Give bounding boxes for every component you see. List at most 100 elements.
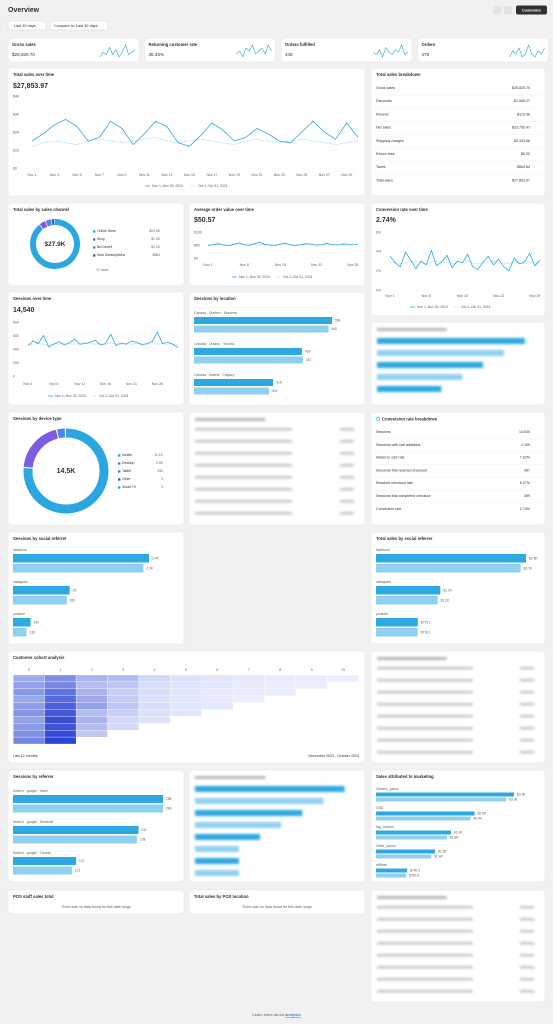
legend-label: BeCurved [97, 245, 112, 249]
x-tick-label: Nov 6 [49, 382, 58, 386]
legend-label: Oct 2–Oct 31, 2024 [198, 184, 228, 188]
x-tick-label: Nov 8 [422, 294, 431, 298]
bar [376, 628, 418, 637]
placeholder [377, 703, 473, 706]
x-tick-label: Nov 27 [319, 173, 330, 177]
x-tick-label: Nov 29 [341, 173, 352, 177]
bar-group-label: instagram [13, 580, 28, 584]
heatmap-cell [13, 688, 45, 696]
x-tick-label: Nov 22 [493, 294, 504, 298]
heatmap-cell [232, 681, 265, 689]
placeholder [377, 978, 473, 981]
donut-slice [23, 429, 59, 468]
legend-value: 492 [157, 469, 163, 473]
heatmap-cell [107, 695, 140, 703]
bar-value-label: $779.1 [421, 620, 431, 624]
bar [376, 797, 507, 802]
customize-button[interactable] [516, 5, 547, 15]
placeholder [377, 328, 447, 331]
x-tick-label: Nov 1 [385, 294, 394, 298]
x-tick-label: Nov 1 [203, 263, 212, 267]
card [7, 889, 185, 915]
line-series [207, 242, 359, 247]
bar-group-label: affiliate [376, 863, 387, 867]
placeholder [195, 440, 292, 443]
bar [13, 804, 163, 813]
bar-value-label: 288 [166, 807, 172, 811]
more-link[interactable]: +2 more [96, 268, 109, 272]
placeholder [520, 667, 534, 670]
y-tick-label: $3K [13, 112, 20, 116]
heatmap-cell [44, 688, 77, 696]
footer-link[interactable]: analytics [285, 1012, 301, 1017]
column-label: 6 [216, 668, 218, 672]
y-tick-label: 400 [13, 347, 19, 351]
card-value: 2.74% [376, 217, 397, 224]
kpi-card [7, 37, 140, 63]
legend-value: 2.9K [156, 461, 164, 465]
bar-group-label: youtube [13, 612, 25, 616]
heatmap-cell [75, 674, 108, 683]
heatmap-cell [201, 681, 234, 689]
placeholder [377, 918, 473, 921]
placeholder [195, 798, 324, 804]
row-label: Reached checkout rate [376, 481, 413, 485]
legend-swatch [93, 238, 96, 241]
legend-label: Nov 1–Nov 30, 2024 [417, 305, 448, 309]
heatmap-cell [13, 674, 45, 683]
y-tick-label: 200 [13, 361, 19, 365]
row-label: Gross sales [376, 86, 395, 90]
heatmap-cell [138, 709, 171, 717]
heatmap-cell [170, 688, 202, 696]
bar-value-label: 437 [306, 358, 312, 362]
customize-label[interactable]: Customize [522, 9, 541, 13]
icon-button[interactable] [493, 6, 501, 14]
bar-value-label: $3.3K [509, 798, 518, 802]
bar-group-label: Search · google · Montreal [13, 820, 53, 824]
bar-value-label: 1K [73, 588, 78, 592]
row-value: 14,540 [519, 430, 530, 434]
bar [376, 618, 418, 627]
empty-message: There was no data found for this date ra… [242, 905, 312, 909]
placeholder [377, 990, 473, 993]
heatmap-cell [295, 681, 328, 689]
compare-button[interactable] [49, 20, 109, 31]
card [7, 291, 185, 406]
kpi-label: Returning customer rate [149, 42, 198, 47]
compare-label[interactable]: Compare to: Last 30 days [54, 24, 98, 28]
heatmap-cell [107, 723, 140, 731]
placeholder [377, 966, 473, 969]
placeholder [340, 428, 354, 431]
heatmap-cell [264, 688, 297, 696]
bar [13, 586, 70, 595]
legend-value: $1.1K [151, 245, 161, 249]
date-range-button[interactable] [7, 20, 47, 31]
bar-value-label: 540 [332, 327, 338, 331]
card [370, 411, 546, 526]
placeholder [195, 488, 292, 491]
date-range-label[interactable]: Last 30 days [14, 24, 36, 28]
heatmap-cell [44, 736, 77, 745]
column-label: 2 [91, 668, 93, 672]
heatmap-cell [75, 702, 108, 710]
bar-value-label: 310 [34, 620, 40, 624]
heatmap-cell [170, 681, 202, 689]
heatmap-cell [44, 674, 77, 683]
bar-group-label: CBD [376, 806, 384, 810]
bar [376, 586, 441, 595]
bar [376, 792, 514, 797]
kpi-value: 475 [422, 52, 430, 57]
y-tick-label: 2% [376, 269, 381, 273]
placeholder [195, 476, 292, 479]
bar [13, 596, 67, 605]
placeholder [520, 703, 534, 706]
card-title: Conversion rate over time [376, 207, 428, 212]
kpi-label: Gross sales [12, 42, 36, 47]
placeholder [340, 440, 354, 443]
bar-value-label: 238 [140, 838, 146, 842]
icon-button[interactable] [504, 6, 512, 14]
legend-swatch [118, 462, 121, 465]
bar [13, 628, 27, 637]
x-tick-label: Nov 15 [275, 263, 286, 267]
y-tick-label: $2K [13, 130, 20, 134]
